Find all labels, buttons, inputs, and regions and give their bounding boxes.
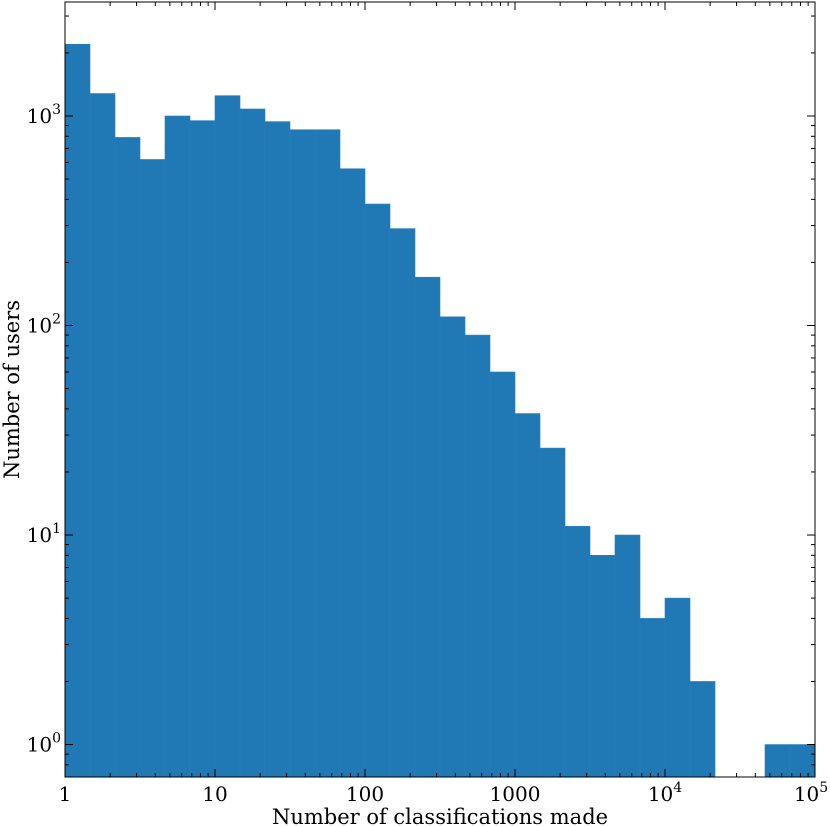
x-tick-label: 105 (794, 780, 828, 806)
histogram-bar (189, 120, 216, 778)
x-tick-label: 104 (648, 780, 682, 806)
histogram-bar (389, 228, 416, 778)
x-axis-label: Number of classifications made (272, 805, 608, 827)
y-tick-label: 101 (27, 521, 61, 547)
y-tick-label: 100 (27, 731, 61, 757)
plot-frame (64, 1, 816, 778)
y-axis-label: Number of users (0, 300, 24, 479)
histogram-bar (264, 121, 291, 778)
histogram-bar (139, 159, 166, 778)
histogram-bar (339, 168, 366, 778)
x-tick-label: 10 (202, 782, 227, 806)
y-tick-label: 103 (27, 102, 61, 128)
histogram-bar (639, 618, 666, 778)
ticks-group (64, 2, 816, 778)
histogram-bar (689, 681, 716, 778)
histogram-bar (364, 203, 391, 778)
x-tick-label: 100 (346, 782, 384, 806)
histogram-bar (214, 95, 241, 778)
histogram-bar (614, 534, 641, 778)
histogram-bar (464, 334, 491, 778)
bars-group (64, 43, 816, 778)
x-tick-label: 1000 (490, 782, 541, 806)
histogram-bar (539, 447, 566, 778)
tick-labels-group: 1 10 100 1000 104 105 100 101 102 103 (27, 102, 829, 806)
histogram-bar (164, 115, 191, 778)
histogram-bar (589, 555, 616, 778)
histogram-bar (664, 597, 691, 778)
histogram-bar (314, 129, 341, 778)
histogram-bar (114, 137, 141, 778)
histogram-bar (239, 108, 266, 778)
histogram-bar (489, 371, 516, 778)
histogram-bar (789, 744, 816, 778)
histogram-bar (89, 93, 116, 778)
histogram-bar (414, 276, 441, 778)
histogram-bar (439, 316, 466, 778)
x-tick-label: 1 (59, 782, 72, 806)
histogram-bar (514, 413, 541, 778)
histogram-bar (764, 744, 791, 778)
y-tick-label: 102 (27, 312, 61, 338)
histogram-bar (289, 129, 316, 778)
histogram-bar (564, 526, 591, 778)
histogram-bar (64, 43, 91, 778)
